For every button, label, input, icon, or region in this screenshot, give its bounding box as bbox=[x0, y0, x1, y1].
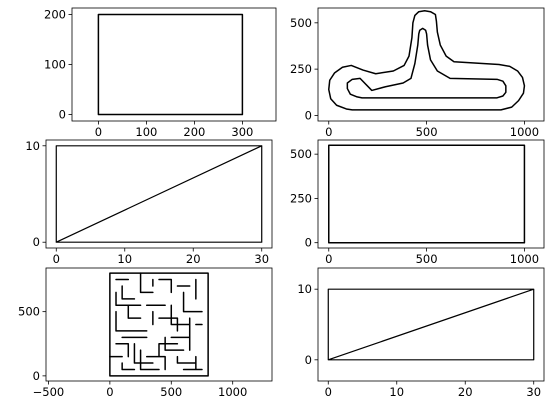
axes-frame bbox=[45, 139, 273, 249]
series-group bbox=[55, 145, 263, 243]
x-tick-label: 20 bbox=[186, 252, 201, 266]
y-tick-label: 0 bbox=[33, 235, 40, 249]
y-tick-label: 250 bbox=[290, 62, 312, 76]
y-tick-label: 200 bbox=[44, 8, 66, 22]
subplot-3: 0 10 20 30 0 10 bbox=[25, 139, 273, 266]
axes-frame bbox=[71, 7, 277, 122]
series-line-2 bbox=[109, 272, 203, 371]
y-tick-label: 100 bbox=[44, 58, 66, 72]
x-tick-label: 0 bbox=[95, 125, 102, 139]
x-tick-label: 0 bbox=[325, 385, 332, 399]
x-tick-label: 0 bbox=[325, 125, 332, 139]
x-tick-label: 1000 bbox=[510, 252, 539, 266]
series-line-1 bbox=[55, 145, 263, 243]
subplot-6: 0 10 20 30 0 10 bbox=[297, 267, 545, 399]
subplot-4: 0 500 1000 0 250 500 bbox=[290, 139, 545, 266]
x-tick-label: −500 bbox=[33, 385, 65, 399]
x-tick-label: 0 bbox=[106, 385, 113, 399]
axes-frame bbox=[317, 7, 545, 122]
x-tick-label: 500 bbox=[160, 385, 182, 399]
y-tick-label: 250 bbox=[290, 191, 312, 205]
y-tick-label: 0 bbox=[33, 369, 40, 383]
series-group bbox=[328, 144, 526, 244]
series-line-2 bbox=[346, 27, 507, 99]
subplot-1: 0 100 200 300 0 100 200 bbox=[44, 7, 277, 139]
series-group bbox=[97, 13, 244, 116]
x-tick-label: 200 bbox=[183, 125, 205, 139]
series-line-1 bbox=[328, 10, 526, 111]
x-tick-label: 0 bbox=[325, 252, 332, 266]
x-tick-label: 1000 bbox=[510, 125, 539, 139]
x-tick-label: 100 bbox=[135, 125, 157, 139]
x-tick-label: 1000 bbox=[218, 385, 247, 399]
x-tick-label: 10 bbox=[389, 385, 404, 399]
y-tick-label: 0 bbox=[59, 108, 66, 122]
y-tick-label: 500 bbox=[18, 305, 40, 319]
x-tick-label: 500 bbox=[416, 125, 438, 139]
series-line-1 bbox=[97, 13, 244, 116]
y-tick-label: 10 bbox=[297, 282, 312, 296]
x-tick-label: 500 bbox=[416, 252, 438, 266]
series-group bbox=[327, 288, 535, 361]
subplot-5: −500 0 500 1000 0 500 bbox=[18, 267, 273, 399]
x-tick-label: 10 bbox=[117, 252, 132, 266]
axes-frame bbox=[45, 267, 273, 382]
series-line-1 bbox=[109, 272, 209, 377]
subplot-2: 0 500 1000 0 250 500 bbox=[290, 7, 545, 139]
series-line-1 bbox=[327, 288, 535, 361]
x-tick-label: 20 bbox=[458, 385, 473, 399]
x-tick-label: 300 bbox=[231, 125, 253, 139]
series-group bbox=[109, 272, 209, 377]
y-tick-label: 500 bbox=[290, 147, 312, 161]
y-tick-label: 0 bbox=[305, 353, 312, 367]
x-tick-label: 30 bbox=[254, 252, 269, 266]
y-tick-label: 0 bbox=[305, 108, 312, 122]
y-tick-label: 10 bbox=[25, 139, 40, 153]
series-group bbox=[328, 10, 526, 111]
series-line-1 bbox=[328, 144, 526, 244]
y-tick-label: 500 bbox=[290, 16, 312, 30]
axes-frame bbox=[317, 139, 545, 249]
axes-frame bbox=[317, 267, 545, 382]
y-tick-label: 0 bbox=[305, 236, 312, 250]
x-tick-label: 0 bbox=[53, 252, 60, 266]
x-tick-label: 30 bbox=[526, 385, 541, 399]
